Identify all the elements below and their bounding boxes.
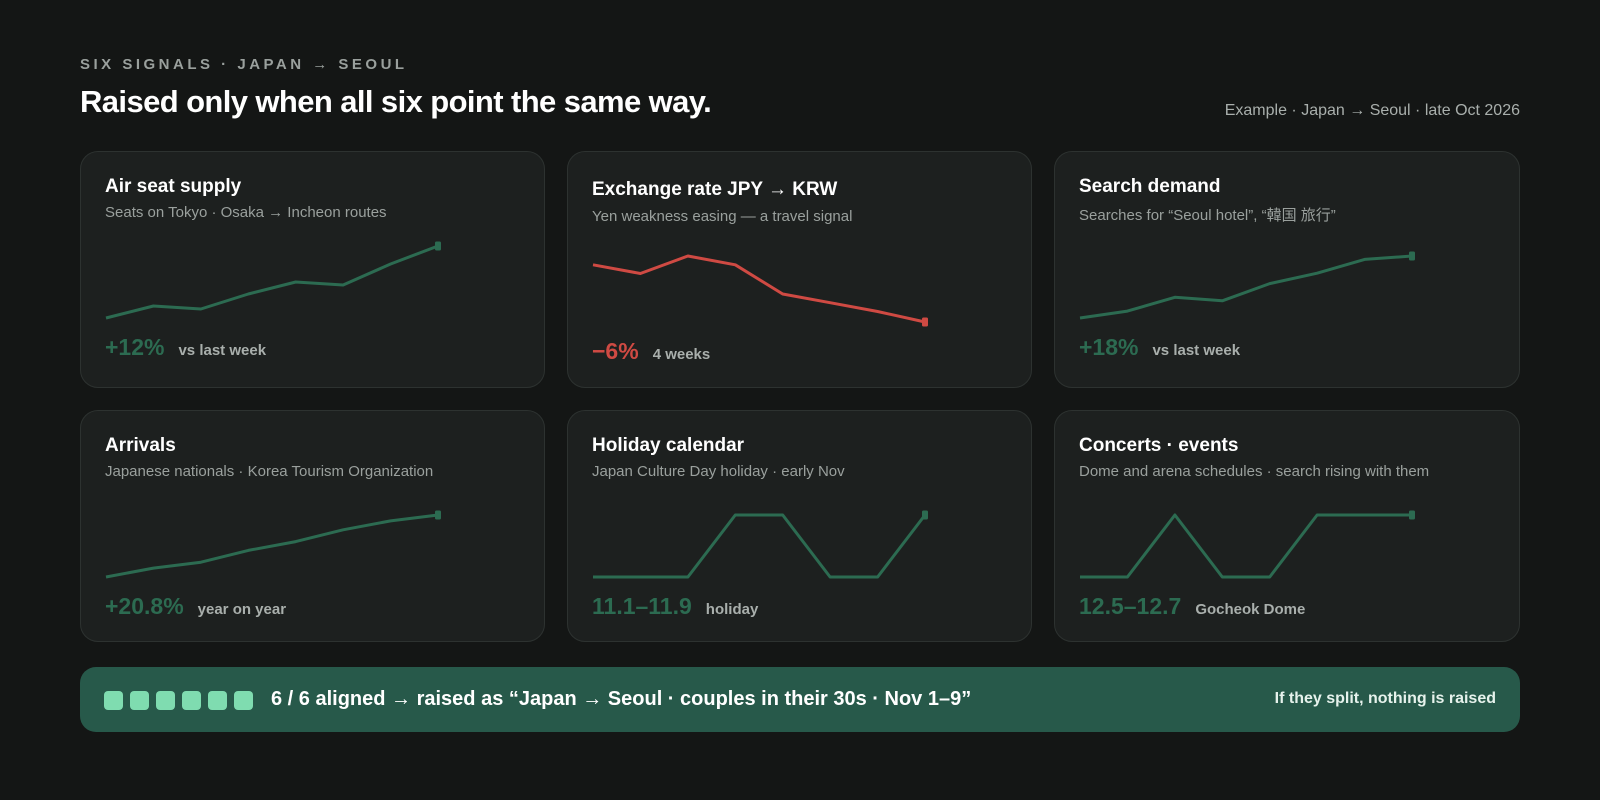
card-metric: −6% 4 weeks <box>592 338 710 365</box>
metric-note: year on year <box>197 601 287 618</box>
card-title: Arrivals <box>105 435 176 456</box>
signal-card-search: Search demand Searches for “Seoul hotel”,… <box>1054 151 1520 388</box>
card-subtitle: Searches for “Seoul hotel”, “韓国 旅行” <box>1079 207 1336 224</box>
metric-value: 12.5–12.7 <box>1079 593 1182 619</box>
end-point <box>435 510 441 520</box>
signal-card-fx: Exchange rate JPY → KRW Yen weakness easi… <box>567 151 1032 388</box>
card-metric: 12.5–12.7 Gocheok Dome <box>1079 593 1305 620</box>
card-subtitle: Dome and arena schedules · search rising… <box>1079 463 1430 480</box>
series-line <box>1079 254 1413 320</box>
card-metric: +18% vs last week <box>1079 334 1240 361</box>
sparkline-air <box>105 241 441 320</box>
page-title: Raised only when all six point the same … <box>80 84 712 119</box>
card-title: Air seat supply <box>105 176 242 197</box>
signal-card-air: Air seat supply Seats on Tokyo · Osaka → … <box>80 151 545 388</box>
metric-note: vs last week <box>1152 342 1241 359</box>
metric-value: +20.8% <box>105 593 184 619</box>
card-subtitle: Japan Culture Day holiday · early Nov <box>592 463 845 480</box>
signal-card-events: Concerts · events Dome and arena schedule… <box>1054 410 1520 642</box>
series-line <box>593 513 927 579</box>
metric-value: −6% <box>592 338 639 364</box>
end-point <box>922 510 928 520</box>
card-title: Exchange rate JPY → KRW <box>592 179 838 200</box>
summary-banner: 6 / 6 aligned → raised as “Japan → Seoul… <box>80 667 1520 732</box>
metric-value: +12% <box>105 334 165 360</box>
example-caption: Example · Japan → Seoul · late Oct 2026 <box>1224 102 1520 119</box>
metric-value: 11.1–11.9 <box>592 593 692 619</box>
card-metric: +12% vs last week <box>105 334 266 361</box>
end-point <box>435 241 441 251</box>
signal-card-arrivals: Arrivals Japanese nationals · Korea Touri… <box>80 410 545 642</box>
card-subtitle: Seats on Tokyo · Osaka → Incheon routes <box>105 204 387 221</box>
metric-note: 4 weeks <box>652 346 711 363</box>
series-line <box>105 513 439 579</box>
eyebrow: SIX SIGNALS · JAPAN → SEOUL <box>80 56 408 73</box>
metric-note: Gocheok Dome <box>1195 601 1306 618</box>
aligned-square <box>130 691 149 710</box>
aligned-squares <box>104 691 253 710</box>
card-title: Search demand <box>1079 176 1221 197</box>
card-subtitle: Yen weakness easing — a travel signal <box>592 208 853 225</box>
card-metric: +20.8% year on year <box>105 593 286 620</box>
end-point <box>1409 510 1415 520</box>
card-subtitle: Japanese nationals · Korea Tourism Organ… <box>105 463 434 480</box>
sparkline-holiday <box>593 510 928 579</box>
end-point <box>922 317 928 327</box>
aligned-square <box>182 691 201 710</box>
metric-note: vs last week <box>178 342 267 359</box>
card-title: Holiday calendar <box>592 435 745 456</box>
banner-note: If they split, nothing is raised <box>1274 690 1496 707</box>
aligned-square <box>234 691 253 710</box>
signal-card-holiday: Holiday calendar Japan Culture Day holida… <box>567 410 1032 642</box>
card-metric: 11.1–11.9 holiday <box>592 593 758 620</box>
metric-note: holiday <box>705 601 759 618</box>
sparkline-search <box>1079 251 1415 320</box>
sparkline-arrivals <box>105 510 441 579</box>
card-title: Concerts · events <box>1079 435 1239 456</box>
series-line <box>592 254 926 324</box>
aligned-square <box>156 691 175 710</box>
series-line <box>105 244 439 320</box>
aligned-square <box>104 691 123 710</box>
sparkline-events <box>1080 510 1415 579</box>
banner-text: 6 / 6 aligned → raised as “Japan → Seoul… <box>271 688 972 710</box>
end-point <box>1409 251 1415 261</box>
sparkline-fx <box>592 254 928 327</box>
metric-value: +18% <box>1079 334 1139 360</box>
series-line <box>1080 513 1412 579</box>
aligned-square <box>208 691 227 710</box>
